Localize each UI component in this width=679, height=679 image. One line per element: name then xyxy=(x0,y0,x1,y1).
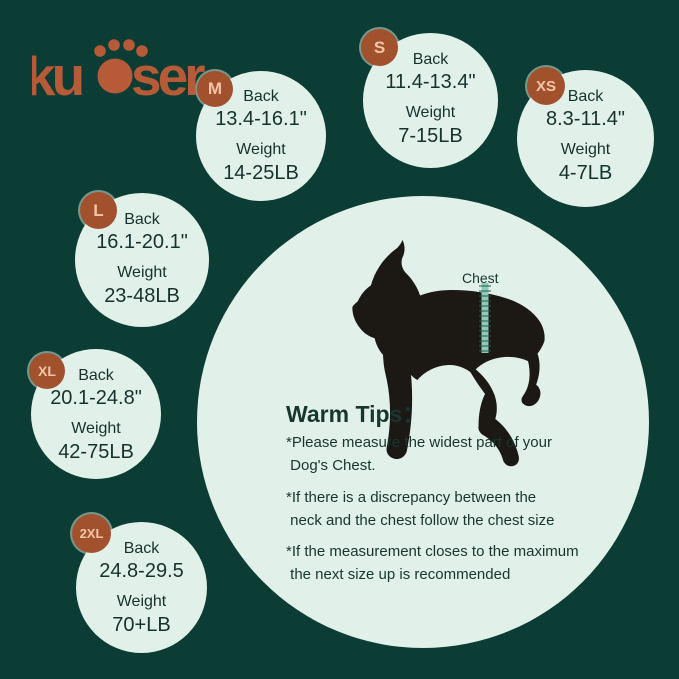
svg-text:ku: ku xyxy=(32,45,82,107)
svg-text:ser: ser xyxy=(131,45,205,107)
